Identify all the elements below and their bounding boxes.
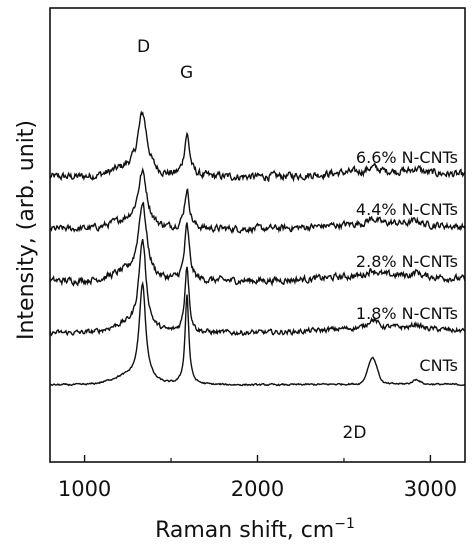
peak-label: D: [137, 37, 150, 57]
y-axis-title: Intensity, (arb. unit): [14, 120, 39, 340]
x-axis-title-text: Raman shift, cm: [155, 518, 334, 543]
peak-annotations: D G 2D: [137, 37, 366, 443]
series-labels: 6.6% N-CNTs 4.4% N-CNTs 2.8% N-CNTs 1.8% N-…: [356, 148, 458, 375]
x-axis-ticks: 1000 2000 3000: [58, 455, 457, 501]
x-tick-label: 3000: [404, 477, 457, 501]
x-axis-title: Raman shift, cm−1: [155, 516, 355, 543]
series-line: [49, 110, 466, 183]
plot-frame: [49, 7, 466, 463]
series-label: 4.4% N-CNTs: [356, 200, 458, 219]
peak-label: 2D: [343, 423, 367, 443]
series-line: [49, 238, 466, 337]
series-label: 1.8% N-CNTs: [356, 304, 458, 323]
series-line: [49, 167, 466, 235]
x-tick-label: 2000: [231, 477, 284, 501]
series-line: [49, 280, 466, 387]
series-line: [49, 201, 466, 287]
series-label: 2.8% N-CNTs: [356, 252, 458, 271]
x-axis-title-superscript: −1: [334, 516, 355, 532]
x-tick-label: 1000: [58, 477, 111, 501]
curves-layer: [49, 110, 466, 387]
series-label: 6.6% N-CNTs: [356, 148, 458, 167]
series-label: CNTs: [419, 356, 458, 375]
peak-label: G: [180, 63, 193, 83]
